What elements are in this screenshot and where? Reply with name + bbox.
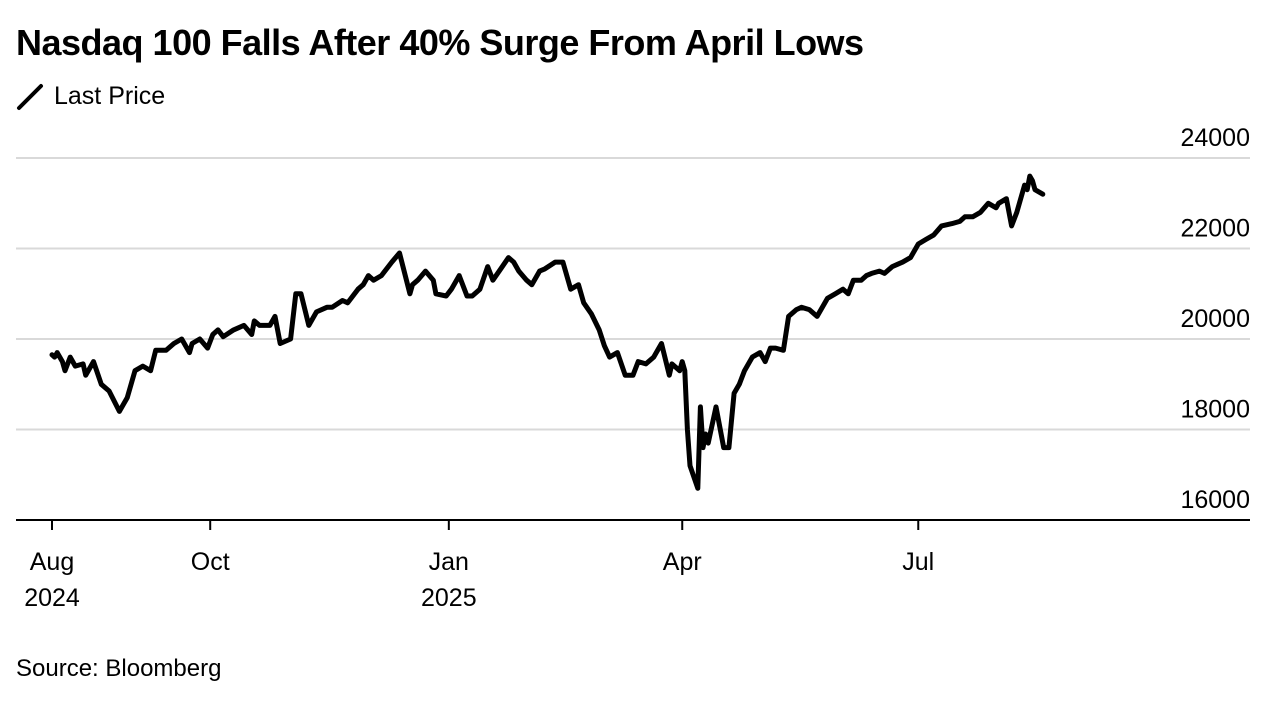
x-tick-label: Jan	[429, 548, 469, 576]
x-tick-label: Apr	[663, 548, 702, 576]
source-note: Source: Bloomberg	[16, 655, 222, 682]
y-tick-label: 24000	[1180, 124, 1250, 152]
legend: Last Price	[16, 82, 165, 111]
y-tick-label: 16000	[1180, 486, 1250, 514]
legend-label-last-price: Last Price	[54, 82, 166, 110]
x-tick-label: Aug	[30, 548, 74, 576]
y-tick-label: 22000	[1180, 215, 1250, 243]
x-tick-label: Oct	[191, 548, 230, 576]
x-tick-year-label: 2025	[421, 584, 477, 612]
y-tick-label: 18000	[1180, 396, 1250, 424]
y-tick-label: 20000	[1180, 305, 1250, 333]
legend-line-swatch	[17, 83, 43, 110]
x-axis: Aug 2024 Oct Jan 2025 Apr Jul	[24, 520, 934, 612]
chart-title: Nasdaq 100 Falls After 40% Surge From Ap…	[16, 22, 864, 63]
series-line-last-price	[49, 173, 1046, 491]
gridlines	[16, 157, 1250, 431]
x-tick-year-label: 2024	[24, 584, 80, 612]
y-axis: 16000 18000 20000 22000 24000	[1180, 124, 1250, 514]
x-tick-label: Jul	[902, 548, 934, 576]
